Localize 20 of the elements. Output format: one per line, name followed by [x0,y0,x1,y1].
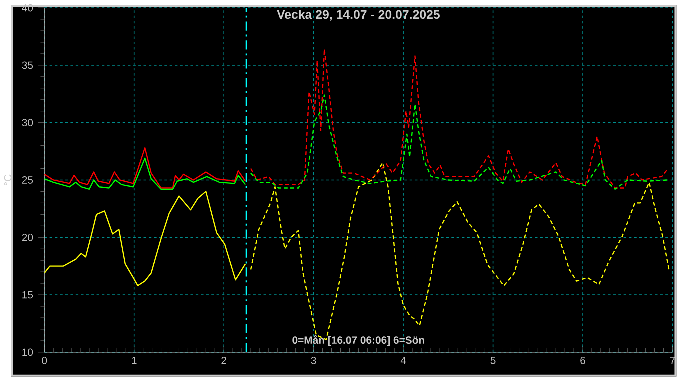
line-series [44,191,246,286]
annotation: 0=Mån [16.07 06:06] 6=Sön [292,335,424,346]
y-tick-label: 25 [22,176,34,184]
line-series [250,48,668,189]
line-series [250,94,668,190]
x-tick-label: 5 [490,357,496,364]
x-tick-label: 4 [400,357,406,364]
y-tick-label: 35 [22,62,34,70]
line-series [44,148,246,189]
x-tick-label: 6 [580,357,586,364]
x-tick-label: 3 [311,357,316,364]
y-tick-label: 10 [22,348,34,356]
chart-title: Vecka 29, 14.07 - 20.07.2025 [277,10,440,21]
y-tick-label: 30 [22,119,34,127]
y-tick-label: 15 [22,291,34,299]
y-tick-label: 20 [22,234,34,242]
line-series [44,158,246,190]
x-tick-label: 2 [222,357,226,364]
x-tick-label: 0 [42,357,48,364]
x-tick-label: 1 [132,357,137,364]
